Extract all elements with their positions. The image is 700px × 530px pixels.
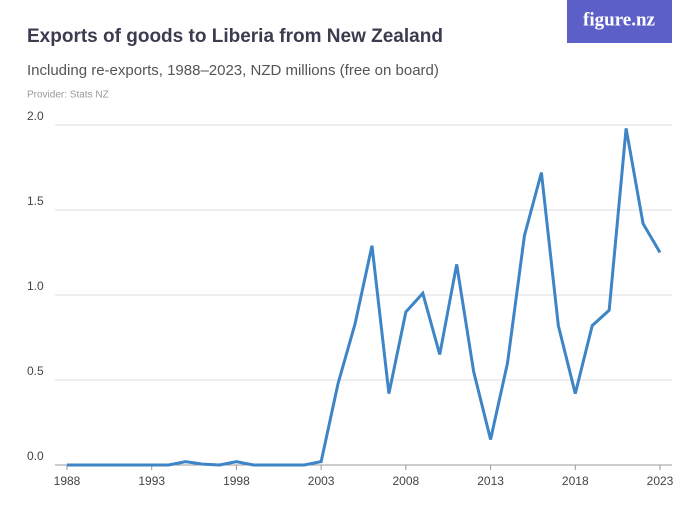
provider: Provider: Stats NZ — [27, 90, 109, 101]
logo-box — [567, 0, 672, 43]
chart-title: Exports of goods to Liberia from New Zea… — [27, 26, 443, 47]
x-tick-label: 1993 — [138, 474, 165, 488]
y-tick-label: 2.0 — [27, 109, 44, 123]
x-tick-label: 1998 — [223, 474, 250, 488]
logo: figure.nz — [583, 9, 656, 30]
x-tick-label: 1988 — [54, 474, 81, 488]
y-tick-label: 1.0 — [27, 279, 44, 293]
line — [67, 128, 662, 467]
x-tick-label: 2013 — [477, 474, 504, 488]
x-tick-label: 2018 — [562, 474, 589, 488]
y-tick-label: 0.5 — [27, 364, 44, 378]
x-tick-label: 2003 — [308, 474, 335, 488]
x-tick-label: 2008 — [393, 474, 420, 488]
chart-subtitle: Including re-exports, 1988–2023, NZD mil… — [27, 62, 439, 79]
y-tick-label: 1.5 — [27, 194, 44, 208]
y-tick-label: 0.0 — [27, 449, 44, 463]
x-tick-label: 2023 — [647, 474, 674, 488]
